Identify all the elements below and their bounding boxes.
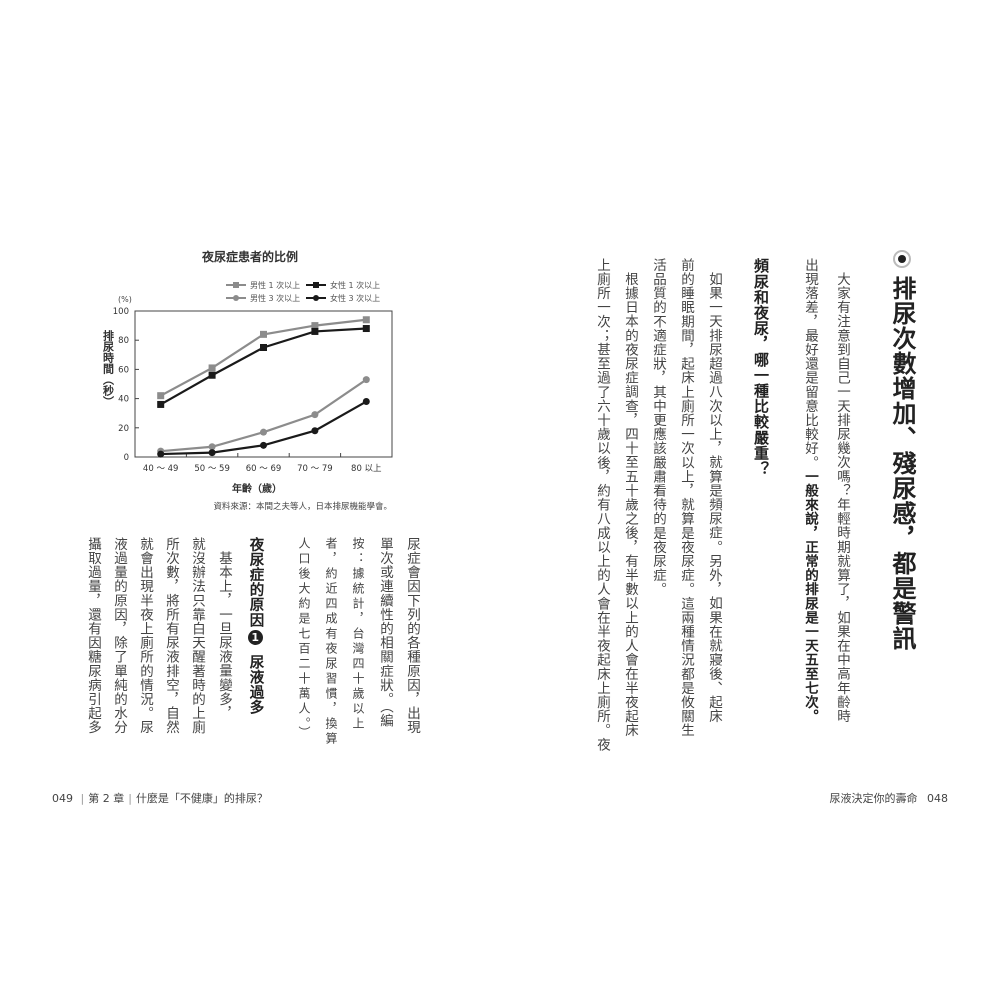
data-point bbox=[362, 398, 370, 406]
series-line bbox=[160, 378, 367, 453]
subheading-text: 尿液過多 bbox=[247, 654, 264, 716]
paragraph-line: 基本上，一旦尿液量變多， bbox=[216, 551, 232, 721]
right-page: 排尿次數增加、殘尿感，都是警訊 大家有注意到自己一天排尿幾次嗎？年輕時期就算了，… bbox=[580, 250, 920, 752]
data-point bbox=[260, 428, 267, 436]
subheading: 夜尿症的原因1 尿液過多 bbox=[236, 537, 264, 747]
data-point bbox=[208, 449, 216, 457]
subheading: 頻尿和夜尿，哪一種比較嚴重？ bbox=[752, 258, 770, 477]
data-point bbox=[208, 371, 216, 379]
x-axis-label: 年齡（歲） bbox=[232, 482, 282, 495]
editor-note-line: 按：據統計，台灣四十歲以上 bbox=[351, 537, 365, 732]
x-tick-label: 40 ～ 49 bbox=[143, 464, 179, 474]
y-tick-label: 60 bbox=[118, 365, 129, 375]
data-point bbox=[311, 411, 319, 419]
x-tick-label: 60 ～ 69 bbox=[246, 464, 282, 474]
plot-frame bbox=[134, 310, 393, 458]
bold-text: 一般來說，正常的排尿是一天五至七次。 bbox=[802, 469, 818, 724]
paragraph-line: 就會出現半夜上廁所的情況。尿 bbox=[137, 537, 153, 735]
book-title: 尿液決定你的壽命 bbox=[829, 792, 918, 805]
chart-title: 夜尿症患者的比例 bbox=[201, 249, 298, 264]
left-page-text: 尿症會因下列的各種原因，出現 單次或連續性的相關症狀。（編 按：據統計，台灣四十… bbox=[73, 537, 420, 747]
data-point bbox=[311, 327, 319, 335]
data-point bbox=[157, 392, 165, 400]
y-tick-label: 80 bbox=[118, 336, 129, 346]
text: 出現落差，最好還是留意比較好。 bbox=[802, 258, 818, 470]
data-point bbox=[157, 400, 165, 408]
page-number: 048 bbox=[927, 792, 948, 805]
data-point bbox=[157, 450, 165, 458]
data-point bbox=[362, 376, 370, 384]
data-point bbox=[260, 344, 267, 351]
y-unit: (%) bbox=[118, 295, 132, 304]
series-line bbox=[160, 327, 367, 406]
data-point bbox=[311, 322, 319, 330]
editor-note-line: 人口後大約是七百二十萬人。） bbox=[297, 537, 311, 741]
paragraph-line: 出現落差，最好還是留意比較好。一般來說，正常的排尿是一天五至七次。 bbox=[784, 250, 818, 752]
paragraph-line: 單次或連續性的相關症狀。（編 bbox=[377, 537, 393, 728]
paragraph-line: 活品質的不適症狀，其中更應該嚴肅看待的是夜尿症。 bbox=[650, 258, 666, 597]
paragraph-line: 上廁所一次；甚至過了六十歲以後，約有八成以上的人會在半夜起床上廁所。夜 bbox=[594, 258, 610, 752]
data-point bbox=[208, 364, 216, 372]
section-title-text: 排尿次數增加、殘尿感，都是警訊 bbox=[888, 276, 916, 651]
data-point bbox=[362, 316, 370, 324]
legend-label: 女性 3 次以上 bbox=[330, 293, 380, 303]
paragraph-line: 如果一天排尿超過八次以上，就算是頻尿症。另外，如果在就寢後、起床 bbox=[706, 272, 722, 724]
page-number: 049 bbox=[52, 792, 73, 805]
editor-note-line: 者，約近四成有夜尿習慣，換算 bbox=[324, 537, 338, 747]
paragraph-line: 前的睡眠期間，起床上廁所一次以上，就算是夜尿症。這兩種情況都是攸關生 bbox=[678, 258, 694, 738]
paragraph-line: 大家有注意到自己一天排尿幾次嗎？年輕時期就算了，如果在中高年齡時 bbox=[816, 250, 850, 752]
right-footer: 尿液決定你的壽命 048 bbox=[830, 790, 949, 806]
chapter-title: 什麼是「不健康」的排尿？ bbox=[135, 792, 268, 805]
paragraph-line: 尿症會因下列的各種原因，出現 bbox=[404, 537, 420, 735]
legend-marker bbox=[313, 295, 319, 301]
section-title: 排尿次數增加、殘尿感，都是警訊 bbox=[888, 250, 920, 752]
text: 大家有注意到自己一天排尿幾次嗎？年輕時期就算了，如果在中高年齡時 bbox=[834, 272, 850, 724]
series-女性 1 次以上 bbox=[157, 325, 370, 408]
series-女性 3 次以上 bbox=[157, 398, 370, 458]
data-point bbox=[311, 427, 319, 435]
legend-label: 男性 3 次以上 bbox=[250, 293, 300, 303]
legend-item: 男性 3 次以上 bbox=[226, 293, 300, 303]
left-footer: 049 | 第 2 章 | 什麼是「不健康」的排尿？ bbox=[52, 792, 268, 805]
paragraph-line: 就沒辦法只靠白天醒著時的上廁 bbox=[189, 537, 205, 735]
paragraph-line: 攝取過量，還有因糖尿病引起多 bbox=[85, 537, 101, 735]
y-tick-label: 20 bbox=[118, 424, 129, 434]
y-tick-label: 40 bbox=[118, 395, 129, 405]
data-point bbox=[260, 330, 267, 338]
chapter-label: 第 2 章 bbox=[88, 792, 125, 805]
legend-item: 男性 1 次以上 bbox=[226, 280, 300, 290]
y-tick-label: 100 bbox=[113, 307, 129, 317]
data-point bbox=[208, 443, 216, 451]
y-axis-label: 排尿時間（秒） bbox=[102, 329, 116, 407]
number-badge-icon: 1 bbox=[248, 629, 263, 645]
legend-marker bbox=[233, 295, 239, 301]
legend-item: 女性 3 次以上 bbox=[306, 293, 380, 303]
legend-marker bbox=[233, 282, 239, 288]
legend-item: 女性 1 次以上 bbox=[306, 280, 380, 290]
data-point bbox=[362, 325, 370, 333]
chart-source: 資料來源：本間之夫等人，日本排尿機能學會。 bbox=[213, 501, 392, 512]
paragraph-line: 液過量的原因，除了單純的水分 bbox=[111, 537, 127, 735]
subheading-text: 夜尿症的原因 bbox=[247, 537, 264, 628]
bullet-circle-icon bbox=[893, 250, 911, 268]
legend-marker bbox=[313, 282, 319, 288]
x-tick-label: 50 ～ 59 bbox=[194, 464, 230, 474]
legend-label: 女性 1 次以上 bbox=[330, 280, 380, 290]
paragraph-line: 所次數，將所有尿液排空，自然 bbox=[163, 537, 179, 735]
legend-label: 男性 1 次以上 bbox=[250, 280, 300, 290]
paragraph-line: 根據日本的夜尿症調查，四十至五十歲之後，有半數以上的人會在半夜起床 bbox=[622, 272, 638, 738]
series-男性 1 次以上 bbox=[157, 316, 370, 400]
x-tick-label: 70 ～ 79 bbox=[297, 464, 333, 474]
data-point bbox=[260, 441, 267, 449]
y-tick-label: 0 bbox=[124, 453, 129, 463]
x-tick-label: 80 以上 bbox=[351, 464, 382, 474]
